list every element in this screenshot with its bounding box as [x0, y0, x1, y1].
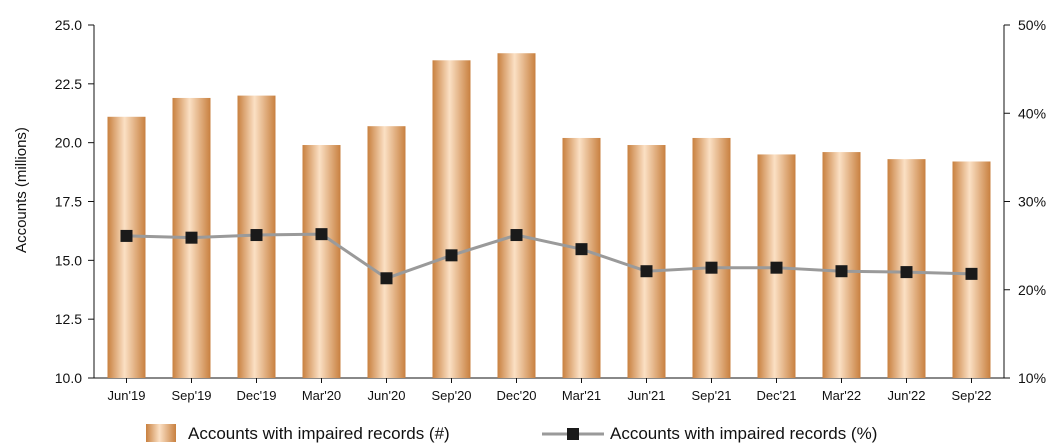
line-point: [835, 265, 848, 278]
bar: [627, 145, 666, 378]
line-point: [445, 249, 458, 262]
x-tick-label: Dec'21: [756, 388, 796, 403]
left-tick-label: 22.5: [55, 76, 82, 92]
line-point: [315, 228, 328, 241]
x-tick-label: Jun'21: [628, 388, 666, 403]
line-point: [185, 231, 198, 244]
line-point: [120, 229, 133, 242]
line-point: [900, 266, 913, 279]
right-tick-label: 40%: [1018, 105, 1046, 121]
x-tick-label: Dec'20: [496, 388, 536, 403]
line-point: [510, 229, 523, 242]
right-tick-label: 20%: [1018, 282, 1046, 298]
legend-bar-swatch: [146, 424, 176, 442]
bar: [562, 137, 601, 378]
right-tick-label: 50%: [1018, 17, 1046, 33]
x-tick-label: Mar'22: [822, 388, 861, 403]
legend-bar-label: Accounts with impaired records (#): [188, 424, 450, 443]
left-tick-label: 10.0: [55, 370, 82, 386]
x-tick-label: Sep'22: [951, 388, 991, 403]
line-point: [705, 261, 718, 274]
line-point: [770, 261, 783, 274]
legend: Accounts with impaired records (#) Accou…: [146, 424, 877, 443]
bar: [822, 152, 861, 378]
bar: [107, 116, 146, 378]
x-tick-label: Mar'20: [302, 388, 341, 403]
bar-series: [107, 53, 991, 379]
x-tick-label: Jun'20: [368, 388, 406, 403]
left-tick-label: 20.0: [55, 135, 82, 151]
left-axis-ticks: 10.0 12.5 15.0 17.5 20.0 22.5 25.0: [55, 17, 94, 386]
x-tick-label: Jun'19: [108, 388, 146, 403]
bar: [692, 137, 731, 378]
x-tick-label: Jun'22: [888, 388, 926, 403]
bar: [367, 126, 406, 379]
line-point: [640, 265, 653, 278]
x-tick-label: Dec'19: [236, 388, 276, 403]
category-labels: Jun'19 Sep'19 Dec'19 Mar'20 Jun'20 Sep'20 Dec'…: [108, 378, 992, 403]
bar: [302, 145, 341, 378]
x-tick-label: Sep'19: [171, 388, 211, 403]
left-tick-label: 17.5: [55, 194, 82, 210]
x-tick-label: Sep'20: [431, 388, 471, 403]
legend-line-label: Accounts with impaired records (%): [610, 424, 877, 443]
line-point: [575, 243, 588, 256]
y-axis-title: Accounts (millions): [13, 127, 30, 253]
left-tick-label: 15.0: [55, 252, 82, 268]
line-series: [120, 228, 978, 285]
right-tick-label: 10%: [1018, 370, 1046, 386]
line-point: [965, 267, 978, 280]
bar: [497, 53, 536, 379]
left-tick-label: 12.5: [55, 311, 82, 327]
x-tick-label: Mar'21: [562, 388, 601, 403]
line-path: [126, 232, 972, 280]
line-point: [380, 272, 393, 285]
left-tick-label: 25.0: [55, 17, 82, 33]
x-tick-label: Sep'21: [691, 388, 731, 403]
line-point: [250, 229, 263, 242]
bar: [432, 60, 471, 379]
right-tick-label: 30%: [1018, 194, 1046, 210]
legend-line-marker: [567, 428, 579, 440]
right-axis-ticks: 10% 20% 30% 40% 50%: [1004, 17, 1046, 386]
